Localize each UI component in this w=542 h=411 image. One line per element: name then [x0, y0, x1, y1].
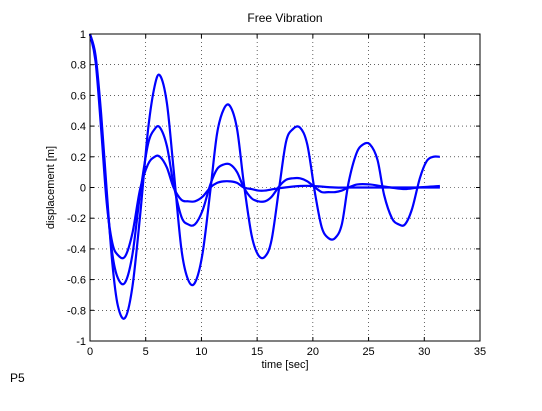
y-tick-label: -0.8 — [67, 305, 86, 317]
y-tick-label: 0.6 — [71, 90, 86, 102]
x-axis-title: time [sec] — [261, 359, 308, 371]
x-tick-label: 0 — [87, 346, 93, 358]
chart-title: Free Vibration — [247, 11, 322, 25]
grid — [90, 34, 480, 341]
y-axis-title: displacement [m] — [45, 146, 57, 229]
y-tick-label: 0.4 — [71, 121, 86, 133]
y-tick-label: 1 — [80, 29, 86, 41]
y-tick-label: -0.6 — [67, 275, 86, 287]
series-line-3 — [88, 33, 440, 260]
y-tick-label: 0.8 — [71, 60, 86, 72]
x-tick-label: 5 — [143, 346, 149, 358]
y-tick-label: 0.2 — [71, 152, 86, 164]
y-tick-label: -1 — [76, 336, 86, 348]
figure-caption: P5 — [10, 371, 25, 385]
x-tick-label: 25 — [362, 346, 374, 358]
x-tick-label: 10 — [195, 346, 207, 358]
x-tick-label: 20 — [307, 346, 319, 358]
x-axis: 0 5 10 15 20 25 30 35 — [87, 34, 486, 358]
y-tick-label: -0.4 — [67, 244, 86, 256]
series-line-2 — [88, 33, 440, 286]
x-tick-label: 30 — [418, 346, 430, 358]
x-tick-label: 15 — [251, 346, 263, 358]
series-line-1 — [88, 33, 440, 320]
y-tick-label: 0 — [80, 183, 86, 195]
x-tick-label: 35 — [474, 346, 486, 358]
y-tick-label: -0.2 — [67, 213, 86, 225]
series-group — [88, 33, 440, 320]
y-axis: -1 -0.8 -0.6 -0.4 -0.2 0 0.2 0.4 0.6 0.8 1 — [67, 29, 480, 348]
